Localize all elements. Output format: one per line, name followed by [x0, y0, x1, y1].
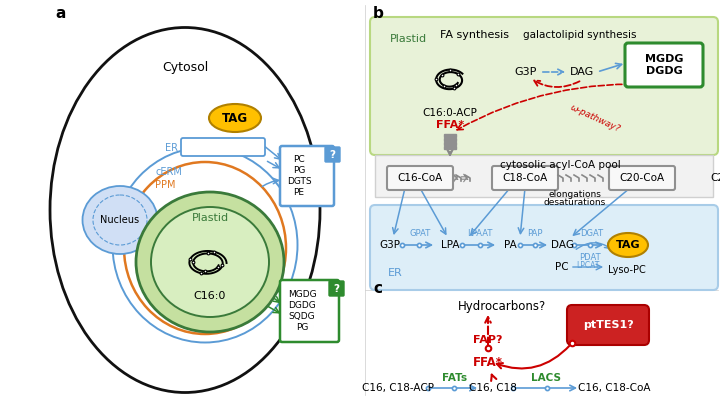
Text: Lyso-PC: Lyso-PC — [608, 265, 646, 275]
Text: ptTES1?: ptTES1? — [582, 320, 634, 330]
Text: ER: ER — [165, 143, 178, 153]
FancyBboxPatch shape — [280, 146, 334, 206]
Text: c: c — [373, 281, 382, 296]
FancyBboxPatch shape — [625, 43, 703, 87]
Ellipse shape — [608, 233, 648, 257]
Text: DGAT: DGAT — [580, 230, 603, 238]
Text: elongations: elongations — [549, 190, 601, 199]
Text: Nucleus: Nucleus — [100, 215, 140, 225]
FancyBboxPatch shape — [181, 138, 265, 156]
FancyBboxPatch shape — [280, 280, 339, 342]
Text: FAP?: FAP? — [473, 335, 503, 345]
Text: cERM: cERM — [155, 167, 182, 177]
FancyBboxPatch shape — [609, 166, 675, 190]
Text: TAG: TAG — [616, 240, 640, 250]
Text: PPM: PPM — [155, 180, 175, 190]
Text: cytosolic acyl-CoA pool: cytosolic acyl-CoA pool — [500, 160, 621, 170]
Text: TAG: TAG — [222, 112, 248, 124]
Text: desaturations: desaturations — [544, 198, 606, 207]
Text: FATs: FATs — [442, 373, 467, 383]
Text: PC: PC — [555, 262, 569, 272]
FancyBboxPatch shape — [387, 166, 453, 190]
Text: LACS: LACS — [531, 373, 561, 383]
Ellipse shape — [151, 207, 269, 317]
Text: Plastid: Plastid — [192, 213, 228, 223]
Text: FFA*: FFA* — [473, 356, 503, 368]
Text: ER: ER — [388, 268, 402, 278]
Text: C16, C18-CoA: C16, C18-CoA — [577, 383, 650, 393]
Bar — [444, 146, 456, 149]
Text: LPCAT: LPCAT — [576, 260, 600, 270]
FancyBboxPatch shape — [329, 281, 344, 296]
Text: C16:0-ACP: C16:0-ACP — [423, 108, 477, 118]
Text: Plastid: Plastid — [390, 34, 427, 44]
Text: GPAT: GPAT — [410, 230, 431, 238]
Ellipse shape — [136, 192, 284, 332]
FancyBboxPatch shape — [325, 147, 340, 162]
Text: C20:5: C20:5 — [710, 173, 720, 183]
Text: C18-CoA: C18-CoA — [503, 173, 548, 183]
Text: PAP: PAP — [527, 230, 543, 238]
Text: PC
PG
DGTS
PE: PC PG DGTS PE — [287, 155, 311, 197]
Text: DAG: DAG — [570, 67, 594, 77]
Ellipse shape — [83, 186, 158, 254]
Bar — [444, 142, 456, 145]
Text: b: b — [373, 6, 384, 21]
Text: C20-CoA: C20-CoA — [619, 173, 665, 183]
Text: C16:0: C16:0 — [194, 291, 226, 301]
Text: LPA: LPA — [441, 240, 459, 250]
Text: G3P: G3P — [379, 240, 400, 250]
Text: DAG: DAG — [551, 240, 574, 250]
Text: ?: ? — [330, 150, 336, 160]
Text: G3P: G3P — [515, 67, 537, 77]
Bar — [444, 134, 456, 137]
Text: a: a — [55, 6, 66, 21]
Text: Hydrocarbons?: Hydrocarbons? — [458, 300, 546, 313]
Text: C16, C18-ACP: C16, C18-ACP — [362, 383, 434, 393]
FancyBboxPatch shape — [370, 205, 718, 290]
Text: MGDG
DGDG
SQDG
PG: MGDG DGDG SQDG PG — [288, 290, 316, 332]
Text: ω-pathway?: ω-pathway? — [569, 102, 621, 134]
FancyBboxPatch shape — [370, 17, 718, 155]
Bar — [444, 138, 456, 141]
Text: C16-CoA: C16-CoA — [397, 173, 443, 183]
Text: MGDG
DGDG: MGDG DGDG — [644, 54, 683, 76]
Text: Cytosol: Cytosol — [162, 62, 208, 74]
Text: C16, C18: C16, C18 — [469, 383, 517, 393]
Text: FFA*: FFA* — [436, 120, 464, 130]
Text: PA: PA — [503, 240, 516, 250]
Ellipse shape — [93, 195, 147, 245]
FancyBboxPatch shape — [567, 305, 649, 345]
Text: galactolipid synthesis: galactolipid synthesis — [523, 30, 636, 40]
Text: ?: ? — [333, 284, 340, 294]
Text: LPAAT: LPAAT — [467, 230, 492, 238]
FancyBboxPatch shape — [375, 155, 713, 197]
Text: PDAT: PDAT — [579, 252, 600, 262]
Ellipse shape — [209, 104, 261, 132]
FancyBboxPatch shape — [492, 166, 558, 190]
Text: FA synthesis: FA synthesis — [440, 30, 509, 40]
